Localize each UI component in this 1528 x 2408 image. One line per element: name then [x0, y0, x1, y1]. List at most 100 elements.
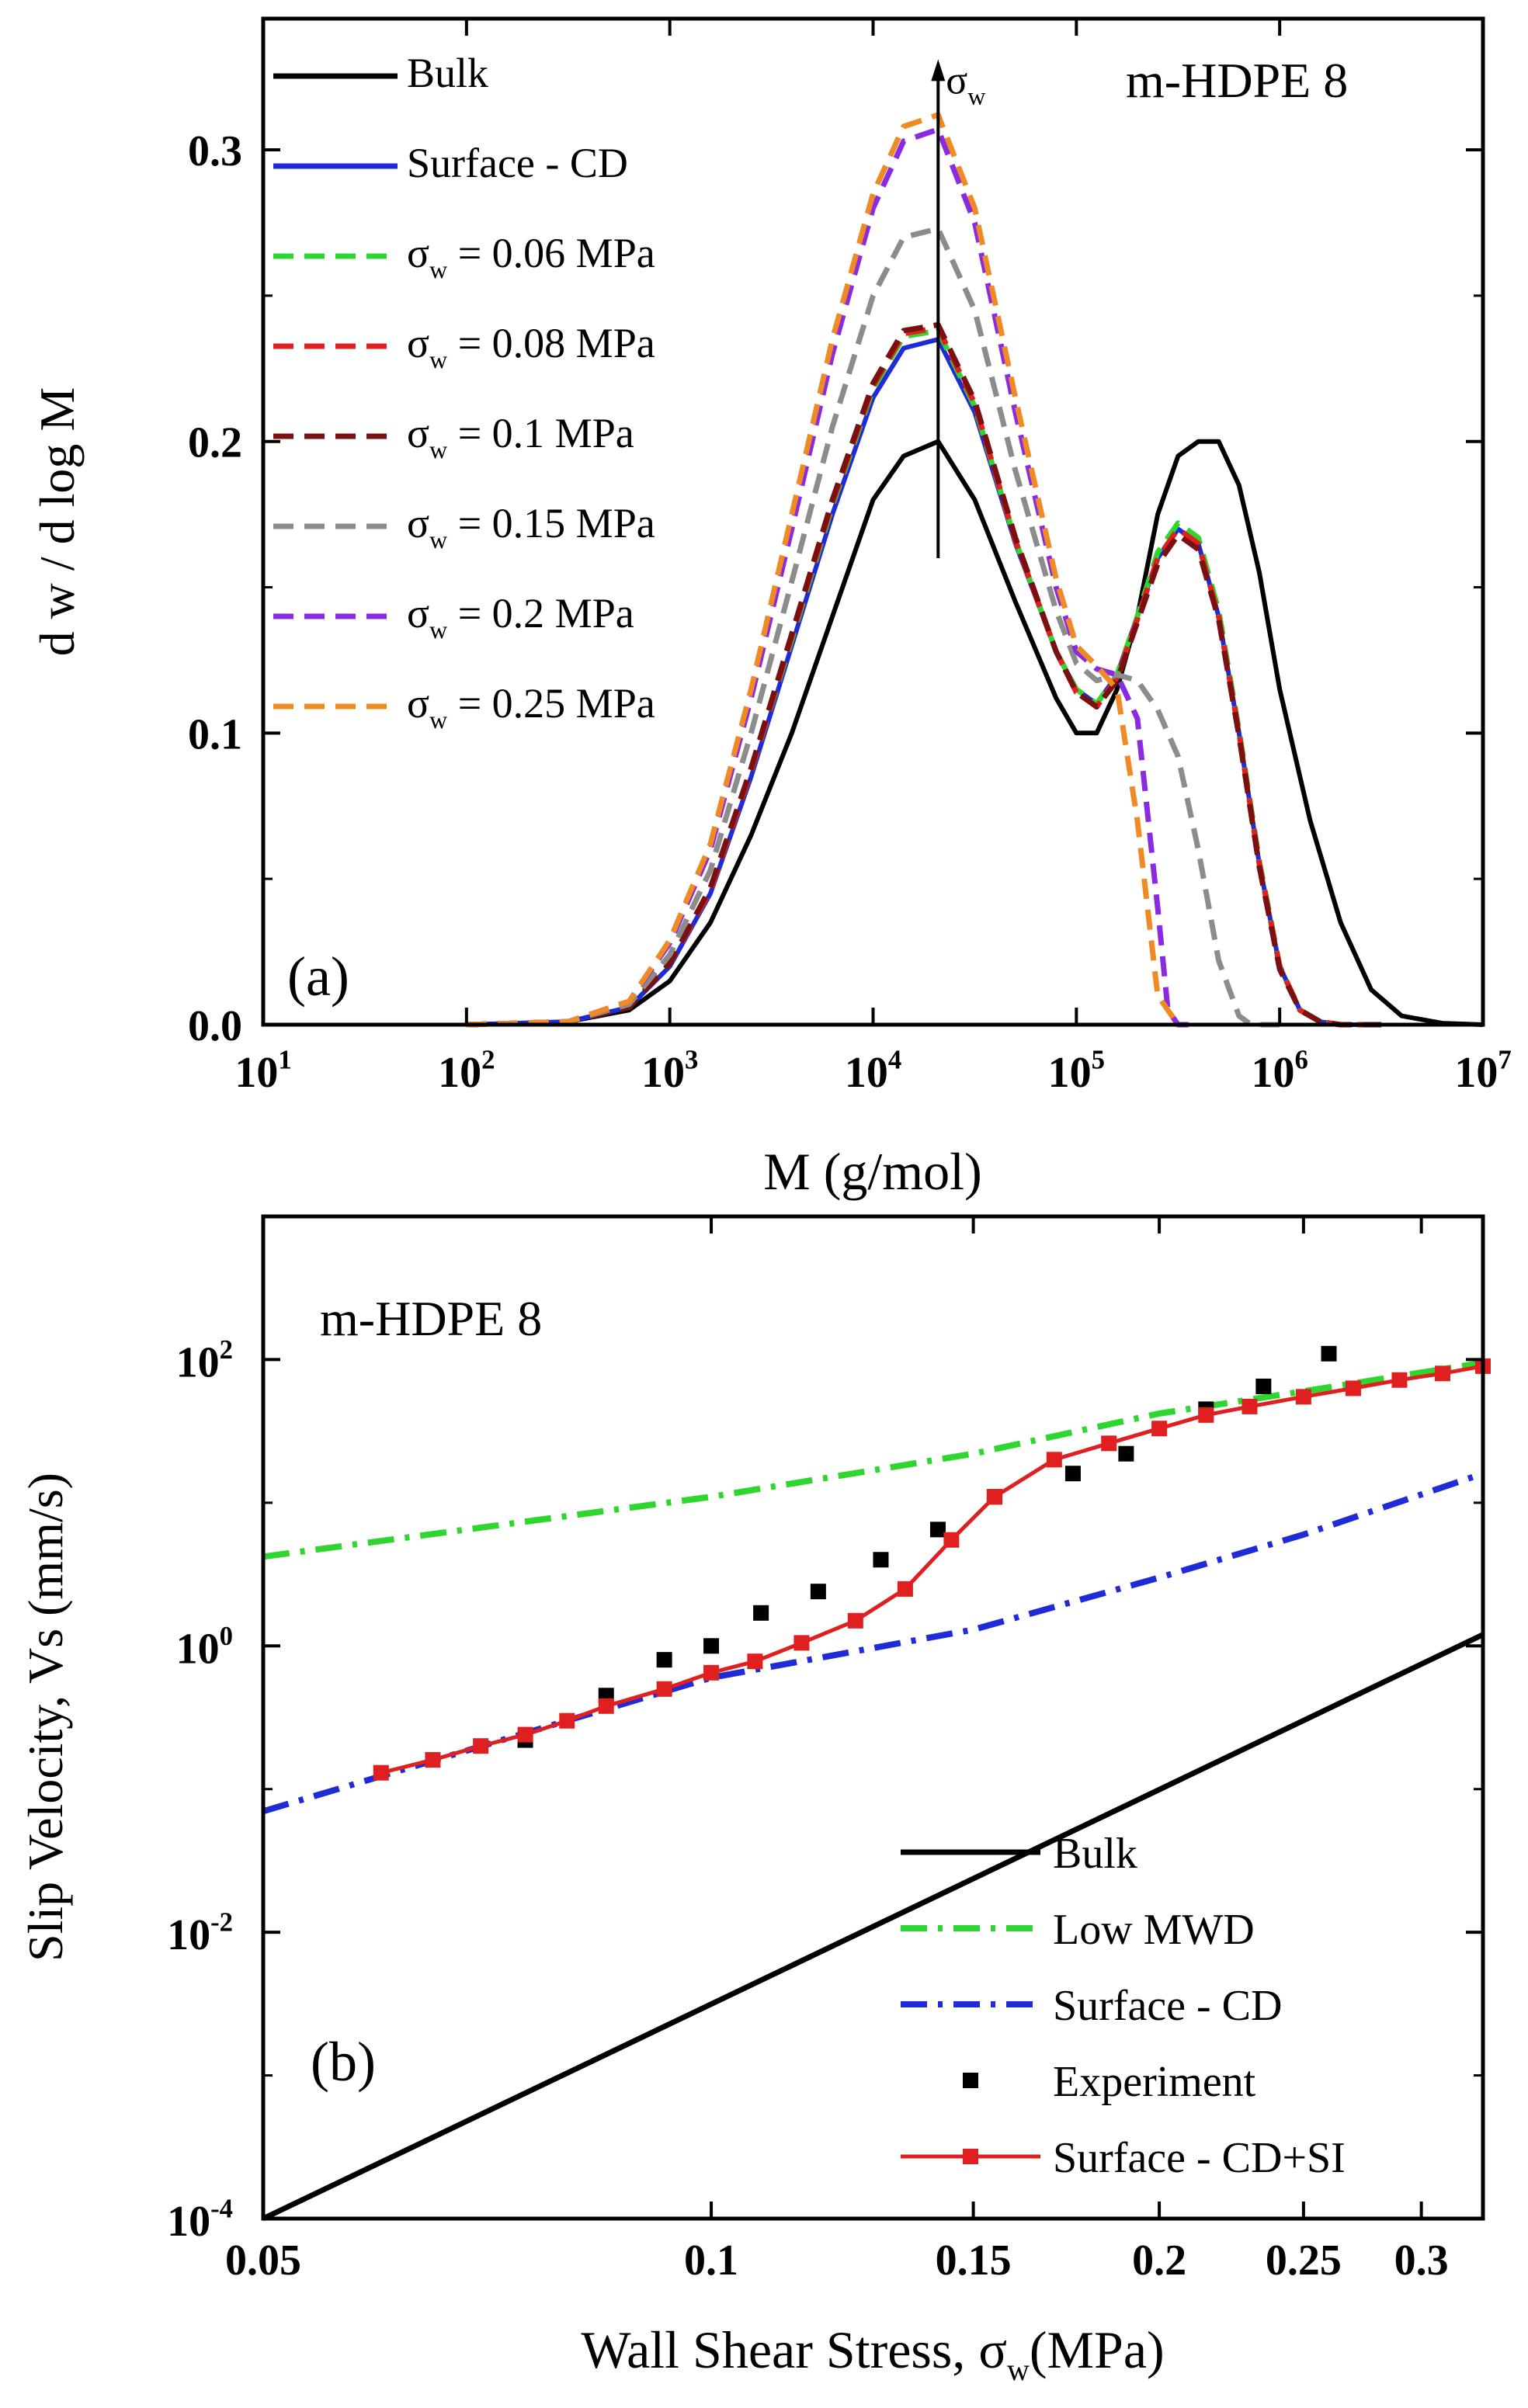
panel-a-legend-label-sub-3: w [429, 345, 447, 373]
panel-a-legend-label-prefix-7: σ [407, 680, 429, 727]
panel-b-experiment-marker [1064, 1466, 1081, 1482]
sigma-arrow-sub: w [967, 82, 985, 109]
panel-a-legend-label-prefix-5: σ [407, 500, 429, 546]
panel-b-cdsi-marker [559, 1712, 575, 1729]
panel-a-legend-label-6: σw = 0.2 MPa [407, 590, 634, 644]
panel-a-series-line-0 [466, 439, 1484, 1027]
panel-b-y-tick-label-2: 100 [176, 1621, 233, 1674]
panel-b-label: (b) [311, 2031, 376, 2093]
panel-b-x-tick-label-2: 0.15 [936, 2236, 1012, 2285]
panel-a-legend-label-5: σw = 0.15 MPa [407, 500, 655, 553]
panel-b-y-tick-label-1: 10-2 [167, 1907, 233, 1960]
panel-a-x-tick-label-2-exponent: 3 [685, 1044, 698, 1074]
panel-b-cdsi-marker [1198, 1407, 1214, 1423]
panel-b-cdsi-marker [425, 1752, 441, 1768]
panel-b-experiment-marker [656, 1652, 672, 1668]
sigma-arrow-label: σw [946, 58, 985, 109]
panel-b-frame [261, 1214, 1485, 2221]
panel-a-x-tick-label-0: 101 [234, 1044, 291, 1097]
panel-b-cdsi-marker [794, 1635, 810, 1651]
panel-a-legend-label-2: σw = 0.06 MPa [407, 230, 655, 283]
panel-b-legend-label-0: Bulk [1053, 1830, 1137, 1878]
panel-a-x-tick-label-3-mantissa: 10 [845, 1049, 888, 1097]
panel-b-y-tick-label-3: 102 [176, 1334, 233, 1387]
sigma-arrow-head [931, 59, 946, 82]
panel-a-legend-label-sub-2: w [429, 255, 447, 283]
panel-b-cdsi-marker [1101, 1435, 1117, 1452]
panel-b-experiment-marker [873, 1552, 889, 1568]
panel-b-y-tick-label-3-mantissa: 10 [176, 1338, 220, 1386]
panel-a-legend-label-suffix-3: = 0.08 MPa [447, 320, 655, 366]
panel-b-series-line-2 [262, 1470, 1485, 1815]
panel-a-legend-label-sub-5: w [429, 526, 447, 553]
panel-a-legend-label-sub-7: w [429, 706, 447, 734]
panel-b-x-axis-title-suffix: (MPa) [1030, 2320, 1165, 2379]
panel-a-legend-label-1: Surface - CD [407, 140, 628, 186]
panel-b-y-tick-label-3-exponent: 2 [220, 1334, 233, 1365]
panel-a-y-tick-label-0: 0.0 [188, 1002, 242, 1050]
panel-a-legend-label-prefix-2: σ [407, 230, 429, 276]
panel-a-x-tick-label-5-mantissa: 10 [1251, 1049, 1294, 1097]
panel-b-series-line-0 [262, 1632, 1485, 2222]
panel-b-cdsi-marker [747, 1653, 763, 1670]
panel-b-legend-swatch-marker-4 [963, 2149, 978, 2164]
panel-a-legend-label-prefix-0: Bulk [407, 50, 488, 96]
panel-a-x-tick-label-5: 106 [1251, 1044, 1307, 1097]
panel-b-x-tick-label-3: 0.2 [1132, 2236, 1186, 2285]
panel-b-experiment-marker [703, 1638, 720, 1654]
panel-b-cdsi-marker [1391, 1372, 1408, 1388]
panel-a-x-tick-label-0-exponent: 1 [278, 1044, 291, 1074]
panel-b-curves [262, 1345, 1491, 2222]
panel-a-legend-label-prefix-1: Surface - CD [407, 140, 628, 186]
panel-b-sample-label: m-HDPE 8 [320, 1291, 542, 1346]
panel-b-cdsi-marker [373, 1764, 389, 1781]
panel-a-legend-label-suffix-7: = 0.25 MPa [447, 680, 655, 727]
panel-b-cdsi-marker [943, 1532, 960, 1548]
panel-b-legend-label-2: Surface - CD [1053, 1982, 1282, 2030]
panel-a-y-tick-label-3: 0.3 [188, 127, 242, 175]
sigma-arrow-symbol: σ [946, 58, 967, 102]
panel-a-legend-label-suffix-2: = 0.06 MPa [447, 230, 655, 276]
panel-b-y-tick-label-0-exponent: -4 [210, 2193, 233, 2223]
panel-b-y-tick-label-0-mantissa: 10 [167, 2198, 210, 2246]
panel-a-x-tick-label-2: 103 [641, 1044, 698, 1097]
panel-b-y-axis-title: Slip Velocity, Vs (mm/s) [18, 1473, 73, 1962]
panel-a-x-tick-label-1-mantissa: 10 [438, 1049, 481, 1097]
panel-a-x-tick-label-0-mantissa: 10 [234, 1049, 278, 1097]
panel-a-legend-label-prefix-3: σ [407, 320, 429, 366]
panel-a-legend-label-0: Bulk [407, 50, 488, 96]
panel-b-cdsi-marker [847, 1612, 863, 1629]
panel-a-x-tick-label-6: 107 [1454, 1044, 1511, 1097]
panel-b-cdsi-marker [1242, 1398, 1258, 1414]
panel-a-curves [466, 112, 1484, 1028]
panel-a-series-line-5 [466, 226, 1280, 1028]
panel-b-legend: Bulk Low MWD Surface - CD Experiment Surface… [901, 1830, 1346, 2182]
panel-b-x-axis-title-sub: w [1007, 2352, 1030, 2387]
panel-b-cdsi-marker [1295, 1389, 1311, 1405]
panel-b-cdsi-marker [473, 1738, 489, 1754]
panel-b-legend-label-4: Surface - CD+SI [1053, 2134, 1346, 2182]
panel-b-y-tick-label-1-mantissa: 10 [167, 1911, 210, 1959]
panel-b-cdsi-marker [1151, 1421, 1168, 1437]
panel-b-y-tick-label-0: 10-4 [167, 2193, 233, 2246]
panel-b-cdsi-marker [897, 1580, 913, 1597]
panel-a-x-axis-title: M (g/mol) [763, 1142, 981, 1201]
panel-a-x-tick-label-5-exponent: 6 [1294, 1044, 1307, 1074]
panel-a-y-tick-label-2: 0.2 [188, 419, 242, 467]
panel-a-x-tick-label-3-exponent: 4 [888, 1044, 901, 1074]
panel-a-legend-label-prefix-4: σ [407, 410, 429, 456]
panel-a-sample-label: m-HDPE 8 [1126, 53, 1348, 108]
panel-b-cdsi-marker [986, 1489, 1002, 1505]
panel-b-y-tick-label-2-mantissa: 10 [176, 1625, 220, 1673]
panel-a-legend-label-7: σw = 0.25 MPa [407, 680, 655, 734]
panel-b-x-axis-title: Wall Shear Stress, σw(MPa) [581, 2320, 1164, 2387]
panel-a-label: (a) [287, 946, 349, 1008]
panel-a-legend-label-sub-6: w [429, 616, 447, 644]
panel-a-legend-label-suffix-6: = 0.2 MPa [447, 590, 634, 637]
panel-b-experiment-marker [1118, 1445, 1134, 1462]
